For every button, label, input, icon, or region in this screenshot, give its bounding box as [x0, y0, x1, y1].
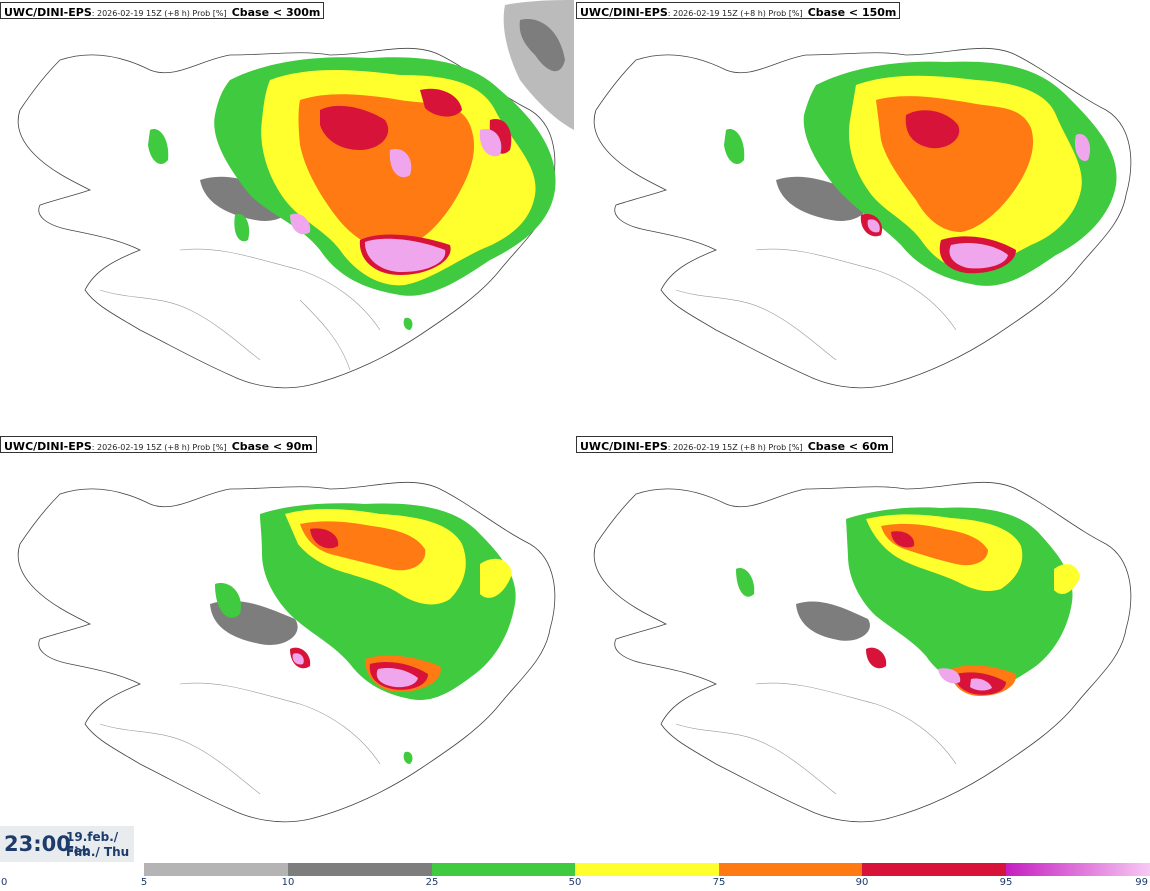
map-panel-cbase-150: UWC/DINI-EPS: 2026-02-19 15Z (+8 h) Prob…	[576, 0, 1150, 432]
band-95-99	[867, 134, 1091, 269]
map-panel-cbase-300: UWC/DINI-EPS: 2026-02-19 15Z (+8 h) Prob…	[0, 0, 574, 432]
colorbar-ticks: 0 5 10 25 50 75 90 95 99	[0, 876, 1150, 891]
colorbar-segment-50-75	[575, 863, 719, 876]
tick-label: 95	[999, 877, 1013, 888]
panel-title: UWC/DINI-EPS: 2026-02-19 15Z (+8 h) Prob…	[0, 436, 317, 453]
run-info: 2026-02-19 15Z (+8 h) Prob [%]	[97, 443, 227, 452]
probability-map	[593, 47, 1132, 389]
model-name: UWC/DINI-EPS	[4, 6, 92, 19]
colorbar-segment-10-25	[288, 863, 432, 876]
tick-label: 5	[140, 877, 148, 888]
tick-label: 99	[1135, 877, 1148, 888]
model-name: UWC/DINI-EPS	[580, 6, 668, 19]
tick-label: 0	[1, 877, 8, 888]
colorbar-segment-90-95	[862, 863, 1006, 876]
tick-label: 75	[712, 877, 726, 888]
island-outline	[17, 481, 556, 823]
panel-title: UWC/DINI-EPS: 2026-02-19 15Z (+8 h) Prob…	[0, 2, 325, 19]
tick-label: 25	[425, 877, 439, 888]
tick-label: 10	[281, 877, 295, 888]
colorbar-segment-75-90	[719, 863, 862, 876]
tick-label: 90	[855, 877, 869, 888]
probability-map	[17, 0, 574, 389]
variable-label: Cbase < 90m	[231, 440, 313, 453]
run-info: 2026-02-19 15Z (+8 h) Prob [%]	[673, 443, 803, 452]
valid-time: 23:00	[4, 832, 71, 856]
panel-title: UWC/DINI-EPS: 2026-02-19 15Z (+8 h) Prob…	[576, 2, 901, 19]
valid-day: Fim./ Thu	[66, 845, 130, 859]
variable-label: Cbase < 150m	[807, 6, 897, 19]
island-outline	[17, 47, 556, 389]
panel-title: UWC/DINI-EPS: 2026-02-19 15Z (+8 h) Prob…	[576, 436, 893, 453]
variable-label: Cbase < 60m	[807, 440, 889, 453]
band-95-99	[292, 653, 418, 688]
band-95-99	[938, 668, 992, 691]
island-outline	[593, 47, 1132, 389]
colorbar	[144, 863, 1150, 876]
probability-map	[593, 481, 1132, 823]
valid-time-box: 23:00 19.feb./ Feb Fim./ Thu	[0, 826, 134, 862]
map-panel-cbase-60: UWC/DINI-EPS: 2026-02-19 15Z (+8 h) Prob…	[576, 434, 1150, 866]
band-95-99	[290, 129, 502, 272]
model-name: UWC/DINI-EPS	[4, 440, 92, 453]
tick-label: 50	[568, 877, 582, 888]
island-outline	[593, 481, 1132, 823]
colorbar-segment-25-50	[432, 863, 575, 876]
map-panel-cbase-90: UWC/DINI-EPS: 2026-02-19 15Z (+8 h) Prob…	[0, 434, 574, 866]
colorbar-segment-95-99	[1006, 863, 1150, 876]
probability-map	[17, 481, 556, 823]
variable-label: Cbase < 300m	[231, 6, 321, 19]
model-name: UWC/DINI-EPS	[580, 440, 668, 453]
run-info: 2026-02-19 15Z (+8 h) Prob [%]	[97, 9, 227, 18]
valid-date: 19.feb./ Feb	[66, 830, 119, 858]
run-info: 2026-02-19 15Z (+8 h) Prob [%]	[673, 9, 803, 18]
colorbar-segment-5-10	[144, 863, 288, 876]
